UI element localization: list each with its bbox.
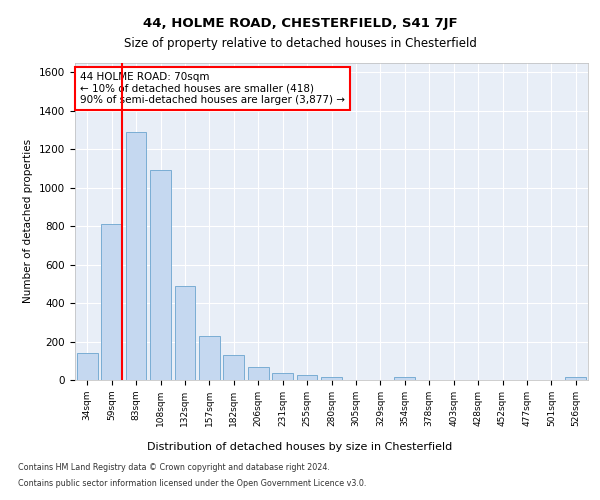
- Text: Size of property relative to detached houses in Chesterfield: Size of property relative to detached ho…: [124, 38, 476, 51]
- Bar: [296, 375, 317, 380]
- Text: 44 HOLME ROAD: 70sqm
← 10% of detached houses are smaller (418)
90% of semi-deta: 44 HOLME ROAD: 70sqm ← 10% of detached h…: [80, 72, 345, 105]
- Text: 44, HOLME ROAD, CHESTERFIELD, S41 7JF: 44, HOLME ROAD, CHESTERFIELD, S41 7JF: [143, 18, 457, 30]
- Bar: [77, 353, 98, 380]
- Text: Distribution of detached houses by size in Chesterfield: Distribution of detached houses by size …: [148, 442, 452, 452]
- Bar: [150, 170, 171, 380]
- Bar: [565, 378, 586, 380]
- Text: Contains HM Land Registry data © Crown copyright and database right 2024.: Contains HM Land Registry data © Crown c…: [18, 464, 330, 472]
- Y-axis label: Number of detached properties: Number of detached properties: [23, 139, 34, 304]
- Bar: [101, 224, 122, 380]
- Bar: [223, 355, 244, 380]
- Bar: [394, 378, 415, 380]
- Bar: [199, 336, 220, 380]
- Bar: [125, 132, 146, 380]
- Bar: [321, 378, 342, 380]
- Bar: [272, 372, 293, 380]
- Bar: [175, 286, 196, 380]
- Text: Contains public sector information licensed under the Open Government Licence v3: Contains public sector information licen…: [18, 478, 367, 488]
- Bar: [248, 368, 269, 380]
